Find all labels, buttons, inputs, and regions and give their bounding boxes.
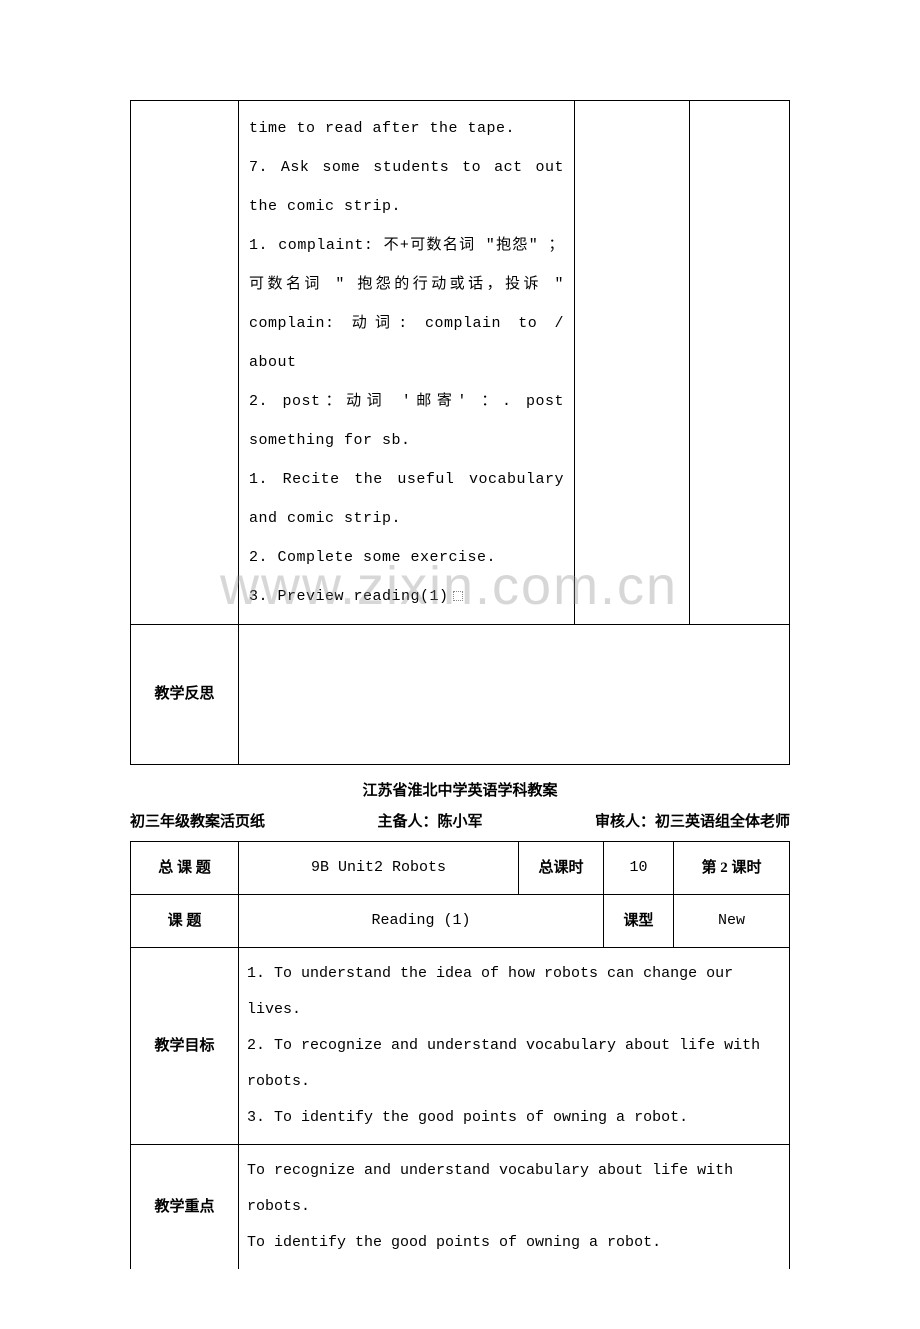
empty-cell — [575, 101, 690, 625]
objective-line: 2. To recognize and understand vocabular… — [247, 1028, 781, 1100]
content-line: 1. complaint: 不+可数名词 "抱怨" ；可数名词 " 抱怨的行动或… — [249, 226, 564, 382]
topic-label: 课 题 — [131, 895, 239, 948]
content-line: 7. Ask some students to act out the comi… — [249, 148, 564, 226]
reflection-label: 教学反思 — [131, 625, 239, 765]
keypoint-line: To recognize and understand vocabulary a… — [247, 1153, 781, 1225]
keypoints-cell: To recognize and understand vocabulary a… — [239, 1145, 790, 1270]
subtitle-middle: 主备人：陈小军 — [377, 810, 482, 831]
objectives-label: 教学目标 — [131, 948, 239, 1145]
lesson-content-table: time to read after the tape. 7. Ask some… — [130, 100, 790, 765]
subtitle-left: 初三年级教案活页纸 — [130, 810, 265, 831]
reflection-content — [239, 625, 790, 765]
objectives-cell: 1. To understand the idea of how robots … — [239, 948, 790, 1145]
keypoint-line: To identify the good points of owning a … — [247, 1225, 781, 1261]
empty-label-cell — [131, 101, 239, 625]
general-topic-value: 9B Unit2 Robots — [239, 842, 519, 895]
period-value: 第 2 课时 — [674, 842, 790, 895]
document-title: 江苏省淮北中学英语学科教案 — [130, 779, 790, 800]
empty-cell — [690, 101, 790, 625]
lesson-plan-table: 总 课 题 9B Unit2 Robots 总课时 10 第 2 课时 课 题 … — [130, 841, 790, 1269]
lesson-type-value: New — [674, 895, 790, 948]
content-cell: time to read after the tape. 7. Ask some… — [239, 101, 575, 625]
content-line: 1. Recite the useful vocabulary and comi… — [249, 460, 564, 538]
content-line: 2. Complete some exercise. — [249, 538, 564, 577]
objective-line: 3. To identify the good points of owning… — [247, 1100, 781, 1136]
dotted-box-icon — [453, 591, 463, 601]
content-line: time to read after the tape. — [249, 109, 564, 148]
subtitle-right: 审核人：初三英语组全体老师 — [595, 810, 790, 831]
total-hours-label: 总课时 — [519, 842, 604, 895]
subtitle-row: 初三年级教案活页纸 主备人：陈小军 审核人：初三英语组全体老师 — [130, 810, 790, 831]
keypoints-label: 教学重点 — [131, 1145, 239, 1270]
lesson-type-label: 课型 — [604, 895, 674, 948]
content-line: 3. Preview reading(1) — [249, 577, 564, 616]
content-line: 2. post：动词 '邮寄' ：. post something for sb… — [249, 382, 564, 460]
objective-line: 1. To understand the idea of how robots … — [247, 956, 781, 1028]
topic-value: Reading (1) — [239, 895, 604, 948]
general-topic-label: 总 课 题 — [131, 842, 239, 895]
total-hours-value: 10 — [604, 842, 674, 895]
